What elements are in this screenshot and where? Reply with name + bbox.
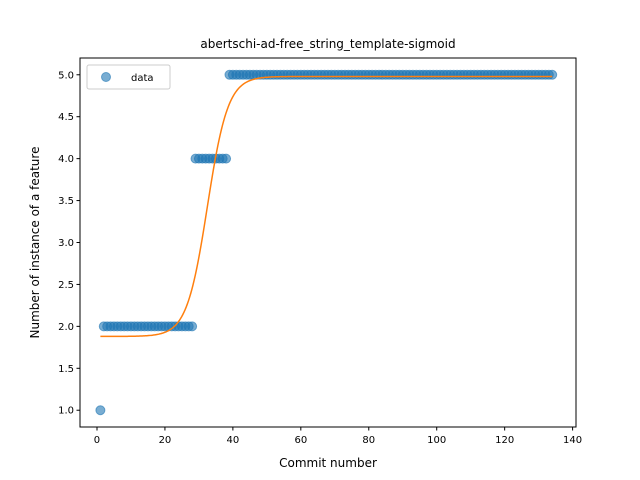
axis-ticks: 0 20 40 60 80 100 120 140 1.0 1.5 2.0 2.5 3.0 3.5 4.0 4… — [58, 70, 582, 446]
fit-line — [100, 75, 553, 338]
x-tick-label: 20 — [159, 435, 172, 446]
y-tick-label: 4.5 — [58, 112, 74, 123]
x-tick-label: 60 — [294, 435, 307, 446]
data-point — [547, 69, 558, 80]
x-tick-label: 100 — [427, 435, 446, 446]
x-tick-label: 140 — [563, 435, 582, 446]
legend-marker-data — [101, 72, 111, 82]
plot-area — [95, 69, 558, 416]
y-tick-label: 1.5 — [58, 364, 74, 375]
legend: data — [86, 64, 171, 90]
y-axis-label: Number of instance of a feature — [28, 147, 42, 339]
y-tick-label: 5.0 — [58, 70, 74, 81]
x-tick-label: 80 — [362, 435, 375, 446]
y-tick-label: 4.0 — [58, 154, 74, 165]
data-point — [187, 321, 198, 332]
legend-box — [86, 64, 171, 90]
x-tick-label: 120 — [495, 435, 514, 446]
y-tick-label: 3.5 — [58, 196, 74, 207]
x-axis-label: Commit number — [279, 456, 377, 470]
data-point — [95, 405, 106, 416]
x-tick-label: 40 — [227, 435, 240, 446]
y-tick-label: 3.0 — [58, 238, 74, 249]
axes-frame — [79, 57, 577, 428]
y-tick-label: 2.0 — [58, 322, 74, 333]
y-tick-label: 2.5 — [58, 280, 74, 291]
chart-title: abertschi-ad-free_string_template-sigmoi… — [200, 37, 455, 51]
data-point — [221, 153, 232, 164]
x-tick-label: 0 — [94, 435, 100, 446]
legend-label-data: data — [131, 73, 154, 84]
y-tick-label: 1.0 — [58, 406, 74, 417]
